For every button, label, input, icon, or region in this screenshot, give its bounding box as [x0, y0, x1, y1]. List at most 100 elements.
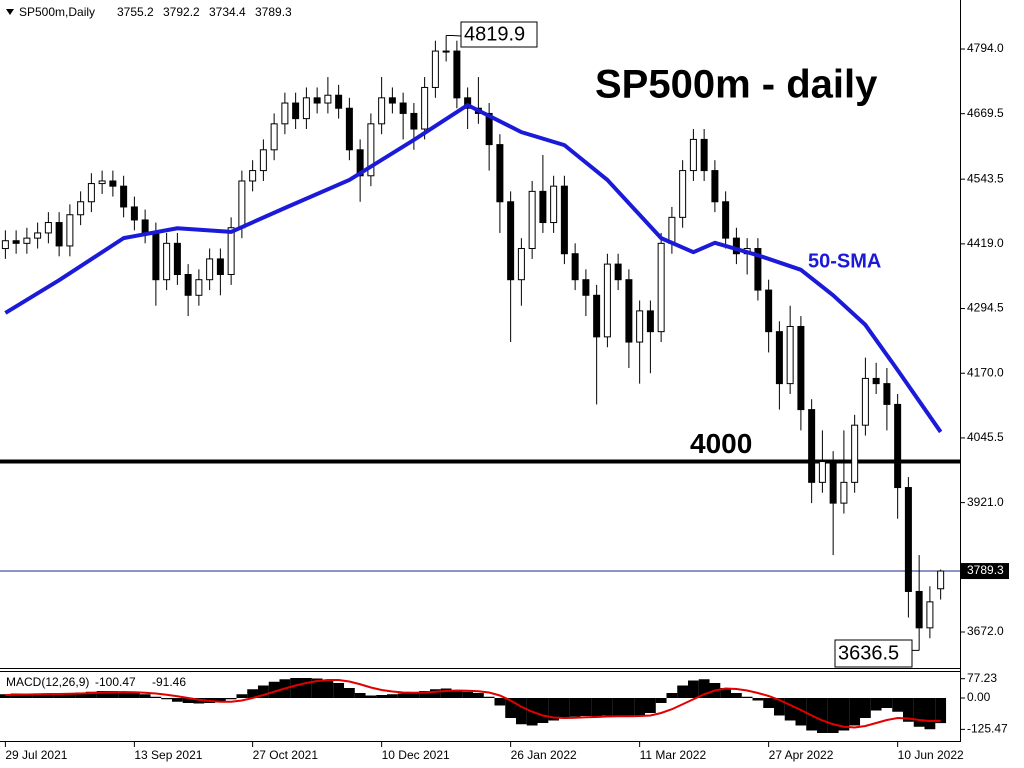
macd-bar — [150, 696, 162, 698]
candle-body — [34, 232, 42, 239]
candle-body — [668, 216, 676, 244]
candle-body — [55, 222, 63, 247]
last-price-box — [961, 563, 1009, 580]
candle-body — [926, 601, 934, 629]
macd-bar — [666, 693, 678, 698]
macd-bar — [795, 698, 807, 726]
candle-body — [603, 263, 611, 338]
macd-bar — [730, 693, 742, 698]
x-tick-label: 10 Jun 2022 — [898, 748, 964, 762]
candle-body — [700, 138, 708, 172]
macd-bar — [741, 696, 753, 698]
candle-body — [345, 107, 353, 151]
macd-bar — [386, 694, 398, 698]
macd-bar — [859, 698, 871, 718]
candle-body — [206, 258, 214, 281]
chart-title: SP500m - daily — [595, 63, 878, 107]
macd-y-tick-label: 77.23 — [967, 671, 997, 685]
candle-body — [356, 149, 364, 177]
candle-body — [227, 227, 235, 276]
macd-bar — [139, 694, 151, 698]
macd-bar — [214, 698, 226, 703]
y-tick-label: 4419.0 — [967, 236, 1004, 250]
macd-bar — [118, 691, 130, 698]
candle-body — [109, 180, 117, 187]
candle-body — [141, 219, 149, 234]
candle-body — [195, 279, 203, 296]
macd-bar — [870, 698, 882, 711]
macd-bar — [698, 679, 710, 698]
macd-bar — [53, 694, 65, 698]
candle-body — [829, 461, 837, 504]
macd-bar — [634, 698, 646, 716]
signal-line — [5, 679, 941, 729]
macd-bar — [494, 698, 506, 706]
candle-body — [883, 383, 891, 405]
candle-body — [861, 377, 869, 426]
candle-body — [550, 185, 558, 224]
candle-body — [120, 185, 128, 208]
x-tick-label: 27 Apr 2022 — [769, 748, 834, 762]
candle-body — [12, 240, 20, 244]
candle-body — [259, 149, 267, 172]
candle-body — [765, 289, 773, 333]
sma-line — [4, 103, 943, 434]
candle-body — [625, 279, 633, 343]
macd-bar — [376, 695, 388, 698]
y-tick-label: 4543.5 — [967, 171, 1004, 185]
macd-bar — [236, 694, 248, 698]
macd-bar — [892, 698, 904, 712]
sma-label: 50-SMA — [808, 250, 881, 272]
macd-bar — [591, 698, 603, 717]
candle-body — [614, 263, 622, 281]
macd-bar — [268, 681, 280, 698]
macd-bar — [816, 698, 828, 733]
macd-bar — [300, 678, 312, 698]
candle-body — [98, 180, 106, 185]
macd-bar — [311, 678, 323, 698]
macd-bar — [644, 698, 656, 713]
candle-body — [23, 237, 31, 244]
macd-bar — [505, 698, 517, 718]
y-tick-label: 3672.0 — [967, 624, 1004, 638]
candle-body — [216, 258, 224, 276]
candle-body — [636, 310, 644, 343]
macd-bar — [601, 698, 613, 716]
x-tick-label: 29 Jul 2021 — [5, 748, 67, 762]
macd-bar — [32, 693, 44, 698]
macd-bar — [924, 698, 936, 730]
macd-bar — [96, 691, 108, 698]
macd-bar — [935, 698, 947, 724]
macd-bar — [677, 685, 689, 698]
candle-body — [679, 170, 687, 218]
macd-bar — [171, 698, 183, 702]
candle-body — [367, 123, 375, 177]
macd-bar — [247, 689, 259, 698]
header-high: 3792.2 — [163, 5, 200, 19]
macd-bar — [687, 680, 699, 698]
candle-body — [421, 86, 429, 130]
candle-body — [270, 123, 278, 151]
candle-body — [593, 294, 601, 338]
candle-body — [238, 180, 246, 229]
candle-body — [44, 222, 52, 234]
x-tick-label: 26 Jan 2022 — [511, 748, 577, 762]
candle-body — [281, 102, 289, 125]
macd-bar — [343, 688, 355, 698]
candle-body — [732, 237, 740, 255]
macd-bar — [85, 691, 97, 698]
header-low: 3734.4 — [209, 5, 246, 19]
macd-bar — [290, 678, 302, 698]
macd-bar — [161, 698, 173, 700]
candle-body — [851, 424, 859, 483]
candle-body — [539, 190, 547, 224]
annotation-box — [460, 21, 538, 48]
candle-body — [754, 248, 762, 291]
menu-icon[interactable] — [6, 9, 14, 15]
macd-bar — [225, 698, 237, 700]
candle-body — [66, 214, 74, 247]
macd-name: MACD(12,26,9) — [6, 675, 89, 689]
candle-body — [786, 325, 794, 385]
macd-bar — [752, 698, 764, 701]
last-price-label: 3789.3 — [967, 563, 1004, 577]
